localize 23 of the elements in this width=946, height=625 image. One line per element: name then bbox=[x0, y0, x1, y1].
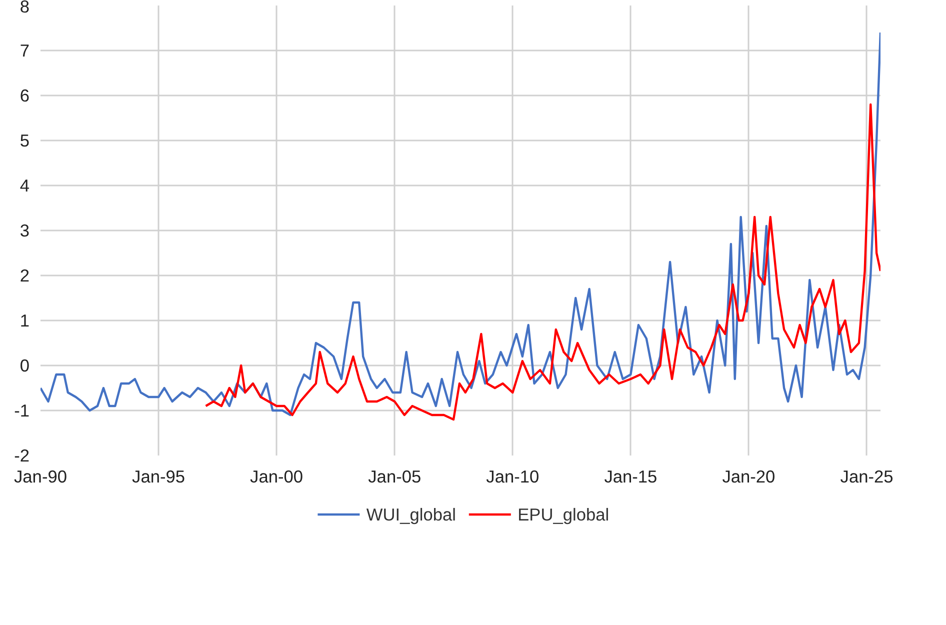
y-tick-label: 1 bbox=[20, 310, 30, 330]
line-series bbox=[204, 103, 880, 421]
x-tick-label: Jan-25 bbox=[840, 466, 894, 486]
y-tick-label: 2 bbox=[20, 266, 30, 286]
y-tick-label: 6 bbox=[20, 86, 30, 106]
legend-label: EPU_global bbox=[518, 504, 610, 524]
y-tick-label: 5 bbox=[20, 130, 30, 150]
y-tick-label: 0 bbox=[20, 356, 30, 376]
x-tick-label: Jan-95 bbox=[132, 466, 186, 486]
y-tick-label: 8 bbox=[20, 0, 30, 16]
y-tick-label: -1 bbox=[14, 400, 30, 420]
y-tick-label: 4 bbox=[20, 176, 30, 196]
y-tick-label: -2 bbox=[14, 446, 30, 466]
line-series bbox=[40, 31, 880, 416]
y-tick-label: 3 bbox=[20, 220, 30, 240]
x-tick-label: Jan-05 bbox=[368, 466, 422, 486]
x-tick-label: Jan-15 bbox=[604, 466, 658, 486]
x-tick-label: Jan-00 bbox=[250, 466, 304, 486]
x-tick-label: Jan-10 bbox=[486, 466, 540, 486]
x-tick-label: Jan-90 bbox=[14, 466, 67, 486]
y-tick-label: 7 bbox=[20, 40, 30, 60]
x-tick-label: Jan-20 bbox=[722, 466, 776, 486]
legend-label: WUI_global bbox=[366, 504, 456, 524]
